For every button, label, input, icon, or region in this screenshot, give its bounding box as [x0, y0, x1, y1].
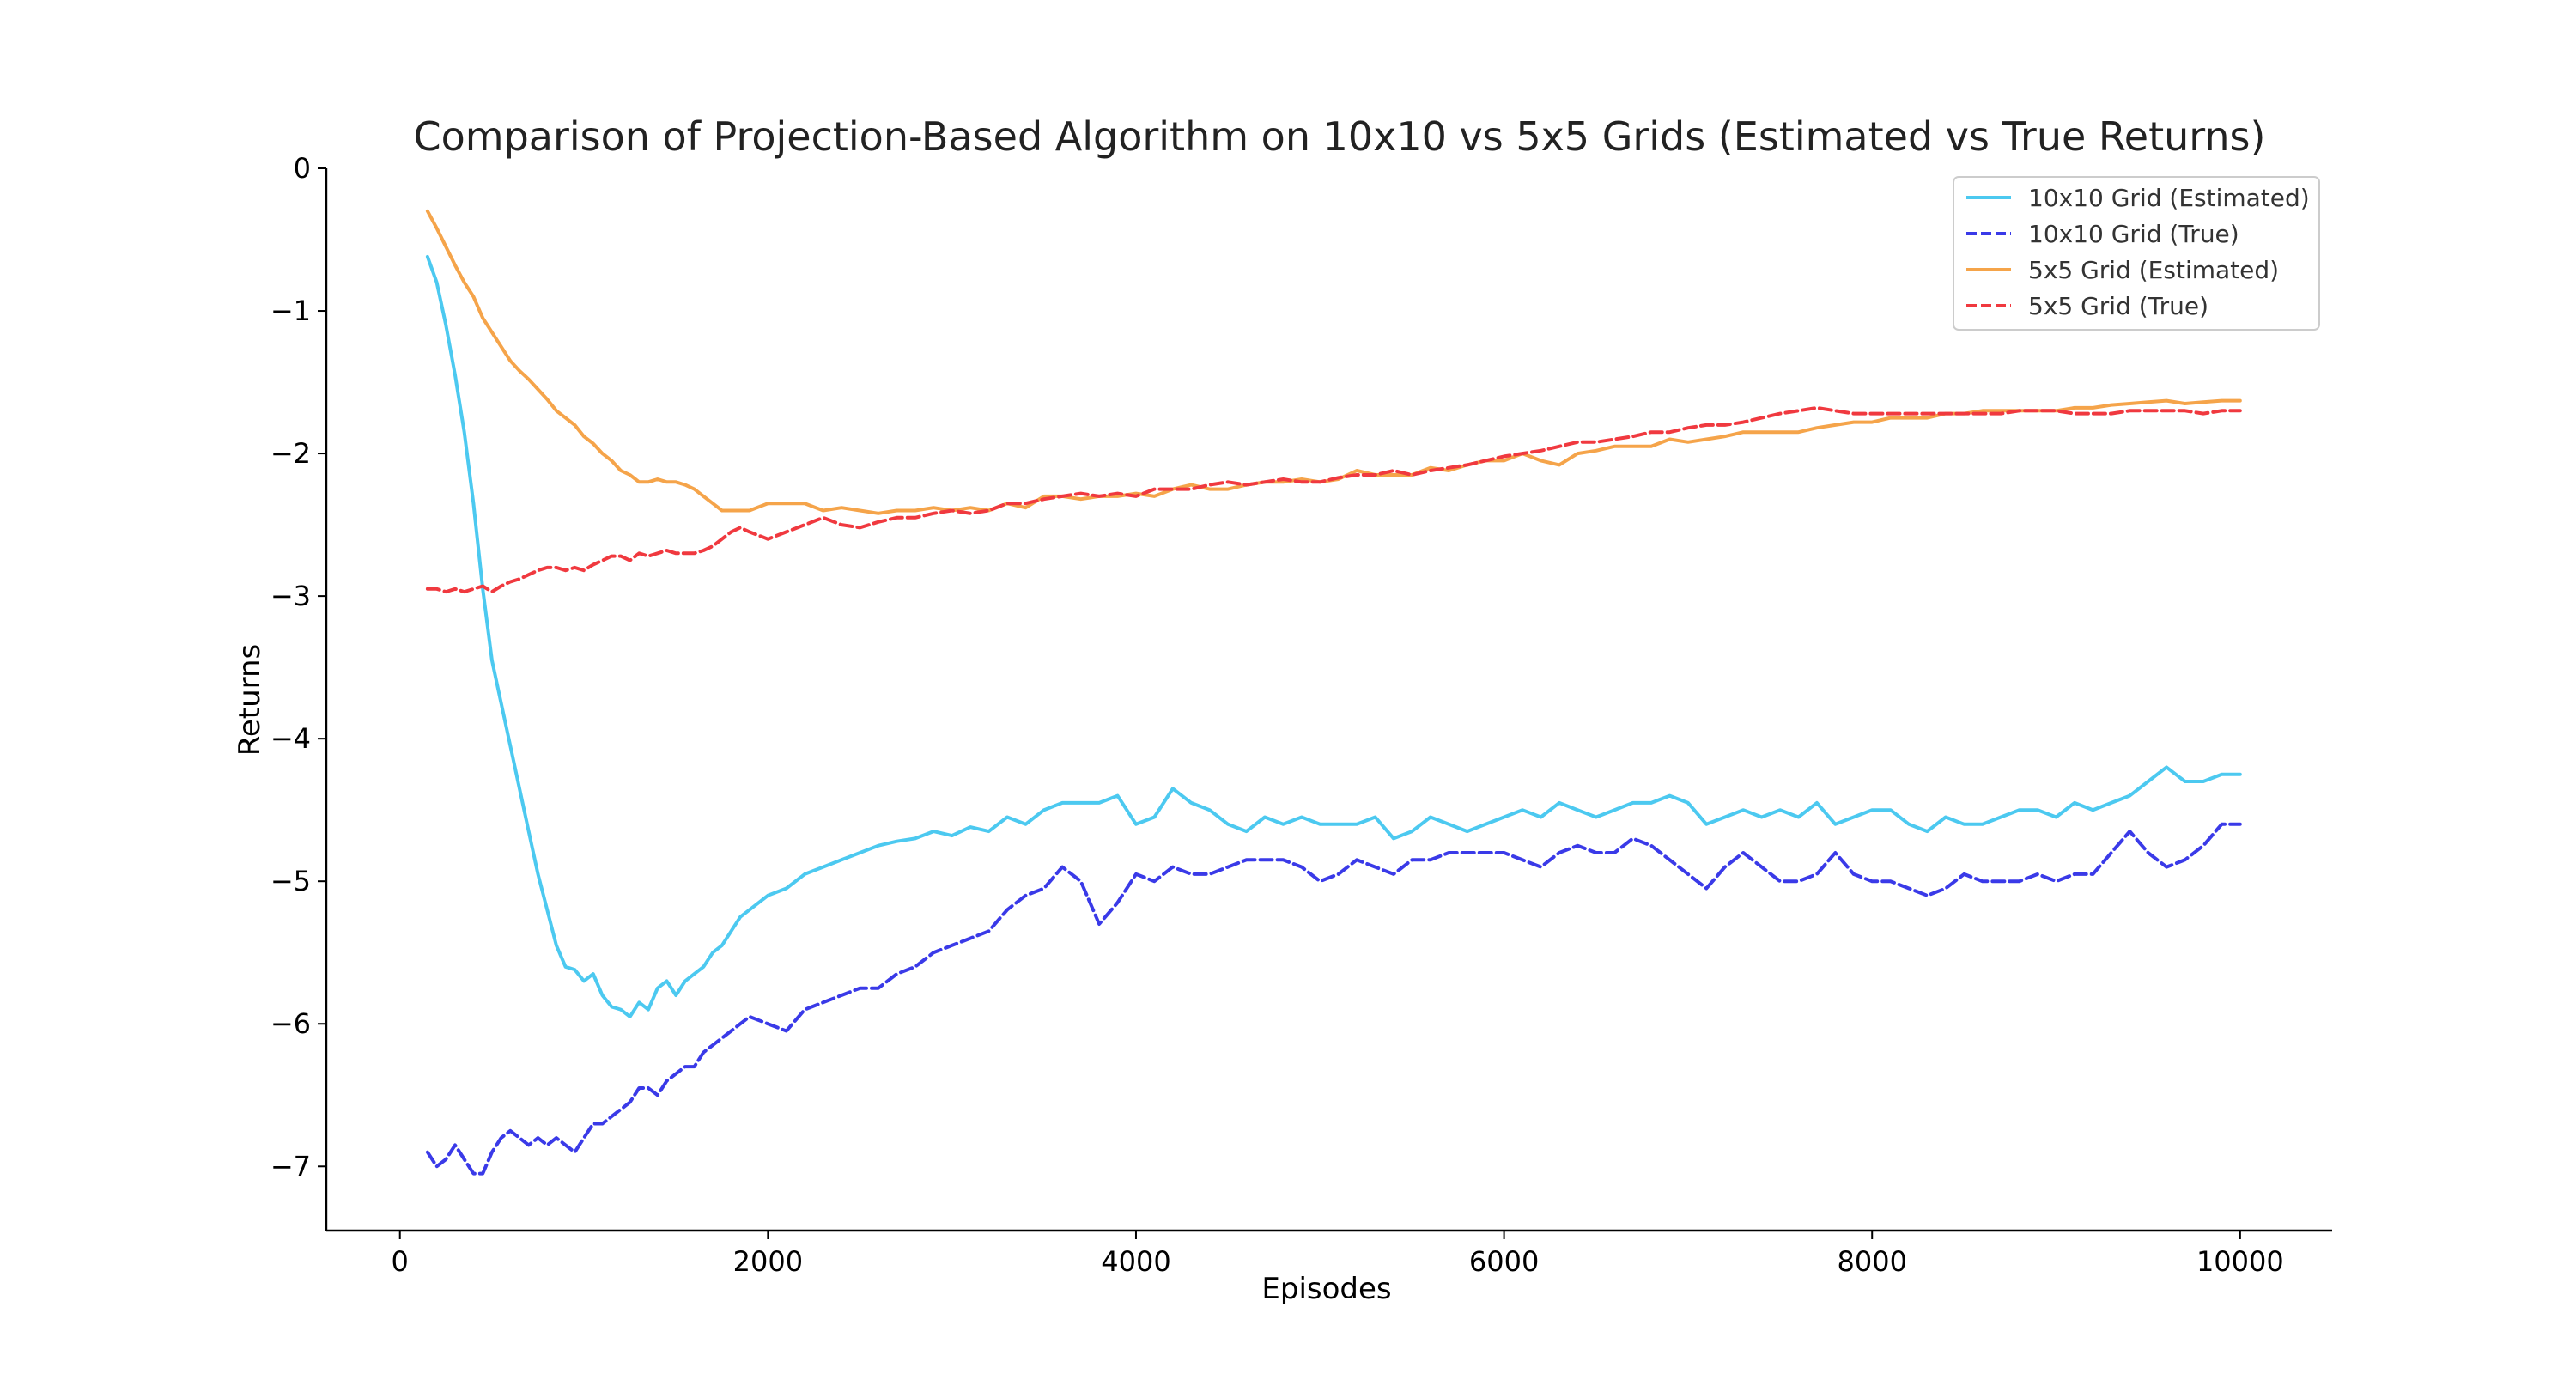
x-axis-label: Episodes	[1261, 1272, 1391, 1306]
y-tick-label: −1	[270, 295, 311, 327]
series-line-4	[425, 405, 2242, 594]
y-tick-label: −4	[270, 722, 311, 755]
series-line-2	[425, 822, 2242, 1176]
legend-label: 5x5 Grid (True)	[2028, 292, 2208, 320]
y-tick-label: 0	[294, 152, 311, 185]
y-tick-label: −6	[270, 1007, 311, 1040]
x-tick-label: 10000	[2196, 1245, 2284, 1278]
y-tick-label: −7	[270, 1150, 311, 1182]
series-line-1	[425, 254, 2242, 1018]
y-axis-ticks: 0 −1 −2 −3 −4 −5 −6 −7	[270, 152, 326, 1182]
x-axis-ticks: 0 2000 4000 6000 8000 10000	[392, 1231, 2284, 1278]
y-tick-label: −3	[270, 580, 311, 612]
plot-area	[425, 209, 2242, 1176]
chart-title: Comparison of Projection-Based Algorithm…	[414, 113, 2266, 160]
legend-label: 10x10 Grid (Estimated)	[2028, 184, 2310, 212]
x-tick-label: 2000	[733, 1245, 803, 1278]
x-tick-label: 4000	[1101, 1245, 1170, 1278]
y-tick-label: −2	[270, 437, 311, 470]
legend-box	[1953, 176, 2320, 331]
y-axis-label: Returns	[233, 644, 267, 757]
legend: 10x10 Grid (Estimated) 10x10 Grid (True) 5…	[1953, 176, 2320, 331]
x-tick-label: 6000	[1469, 1245, 1539, 1278]
legend-label: 5x5 Grid (Estimated)	[2028, 256, 2279, 284]
y-tick-label: −5	[270, 865, 311, 897]
x-tick-label: 0	[392, 1245, 409, 1278]
legend-label: 10x10 Grid (True)	[2028, 220, 2239, 248]
x-tick-label: 8000	[1838, 1245, 1907, 1278]
